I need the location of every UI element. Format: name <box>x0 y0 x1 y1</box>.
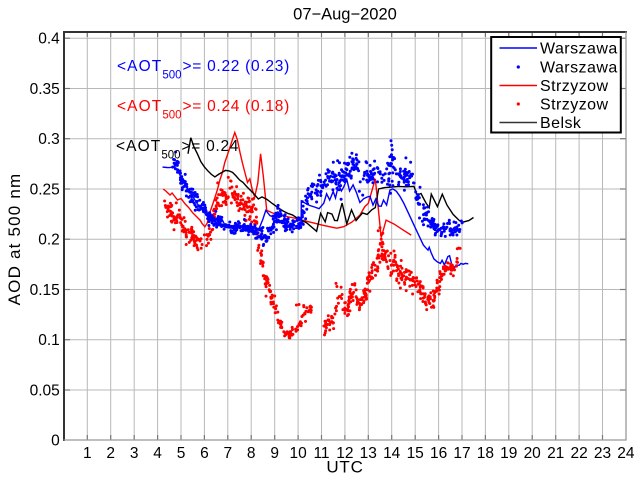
svg-text:16: 16 <box>430 445 447 462</box>
svg-text:5: 5 <box>177 445 186 462</box>
svg-text:3: 3 <box>130 445 139 462</box>
svg-text:18: 18 <box>477 445 494 462</box>
svg-text:21: 21 <box>547 445 564 462</box>
svg-text:20: 20 <box>524 445 542 462</box>
svg-text:0.05: 0.05 <box>30 383 60 400</box>
svg-text:0.15: 0.15 <box>30 282 60 299</box>
svg-text:<AOT500>= 0.24: <AOT500>= 0.24 <box>116 138 239 162</box>
svg-text:15: 15 <box>407 445 424 462</box>
svg-text:23: 23 <box>594 445 611 462</box>
svg-text:0: 0 <box>51 433 60 450</box>
svg-text:12: 12 <box>336 445 353 462</box>
svg-text:0.35: 0.35 <box>30 81 60 98</box>
svg-text:<AOT500>= 0.24 (0.18): <AOT500>= 0.24 (0.18) <box>117 98 290 122</box>
svg-text:AOD at 500 nm: AOD at 500 nm <box>5 173 24 306</box>
svg-text:22: 22 <box>570 445 587 462</box>
svg-text:11: 11 <box>313 445 329 462</box>
svg-text:0.25: 0.25 <box>30 182 60 199</box>
svg-text:Strzyzow: Strzyzow <box>540 78 609 95</box>
svg-text:13: 13 <box>360 445 377 462</box>
svg-text:17: 17 <box>453 445 470 462</box>
svg-text:0.4: 0.4 <box>38 31 60 48</box>
svg-text:2: 2 <box>106 445 115 462</box>
svg-text:19: 19 <box>500 445 517 462</box>
svg-text:0.2: 0.2 <box>38 232 60 249</box>
svg-text:9: 9 <box>270 445 279 462</box>
svg-text:6: 6 <box>200 445 209 462</box>
svg-text:1: 1 <box>83 445 92 462</box>
svg-text:24: 24 <box>617 445 635 462</box>
svg-text:14: 14 <box>383 445 401 462</box>
svg-text:10: 10 <box>289 445 307 462</box>
svg-text:<AOT500>= 0.22 (0.23): <AOT500>= 0.22 (0.23) <box>117 58 290 82</box>
svg-text:Strzyzow: Strzyzow <box>540 97 609 114</box>
svg-text:8: 8 <box>247 445 256 462</box>
svg-text:0.3: 0.3 <box>38 131 60 148</box>
svg-text:4: 4 <box>153 445 162 462</box>
svg-text:Belsk: Belsk <box>540 115 582 132</box>
svg-text:07−Aug−2020: 07−Aug−2020 <box>293 6 397 24</box>
svg-text:UTC: UTC <box>326 458 363 477</box>
svg-text:0.1: 0.1 <box>38 332 60 349</box>
svg-text:Warszawa: Warszawa <box>540 41 618 58</box>
svg-text:Warszawa: Warszawa <box>540 60 618 77</box>
svg-text:7: 7 <box>223 445 232 462</box>
